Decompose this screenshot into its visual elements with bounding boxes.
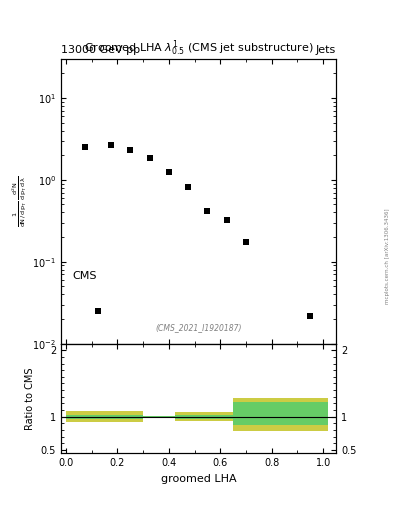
Point <box>243 238 249 246</box>
Point <box>204 206 211 215</box>
Point <box>147 154 153 162</box>
X-axis label: groomed LHA: groomed LHA <box>161 474 236 483</box>
Text: CMS: CMS <box>72 271 96 281</box>
Text: Jets: Jets <box>316 45 336 55</box>
Text: 13000 GeV pp: 13000 GeV pp <box>61 45 140 55</box>
Point <box>127 146 134 154</box>
Point <box>95 307 101 315</box>
Point <box>307 311 314 319</box>
Point <box>166 168 172 176</box>
Point <box>185 183 191 191</box>
Text: mcplots.cern.ch [arXiv:1306.3436]: mcplots.cern.ch [arXiv:1306.3436] <box>385 208 389 304</box>
Point <box>108 140 114 148</box>
Title: Groomed LHA $\lambda^{1}_{0.5}$ (CMS jet substructure): Groomed LHA $\lambda^{1}_{0.5}$ (CMS jet… <box>84 39 313 58</box>
Y-axis label: $\mathdefault{\frac{1}{\mathrm{d}N\,/\,\mathrm{d}\,p_T}\,\frac{\mathrm{d}^2N}{\m: $\mathdefault{\frac{1}{\mathrm{d}N\,/\,\… <box>11 176 29 227</box>
Point <box>224 216 230 224</box>
Text: (CMS_2021_I1920187): (CMS_2021_I1920187) <box>155 323 242 332</box>
Y-axis label: Ratio to CMS: Ratio to CMS <box>25 367 35 430</box>
Point <box>82 143 88 152</box>
